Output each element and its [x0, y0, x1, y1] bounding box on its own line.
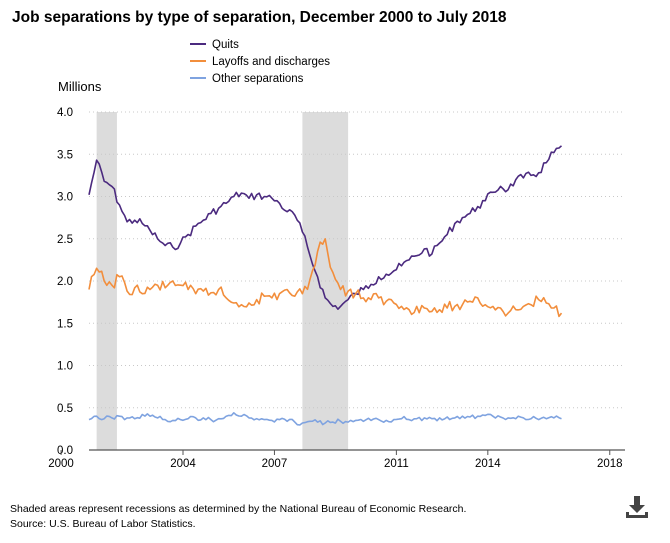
legend[interactable]: Quits Layoffs and discharges Other separat…	[190, 39, 330, 85]
y-tick-label: 2.5	[57, 234, 73, 246]
x-tick-label: 2007	[262, 458, 288, 470]
x-tick-label: 2011	[384, 458, 409, 470]
y-tick-label: 3.5	[57, 149, 73, 161]
series-line-quits	[88, 145, 563, 310]
y-tick-label: 1.0	[57, 361, 73, 373]
x-axis: 2000 2004 2007 2011 2014 2018	[48, 449, 625, 470]
y-tick-label: 0.0	[57, 445, 73, 457]
legend-item-other-separations[interactable]: Other separations	[212, 73, 304, 85]
x-tick-label: 2004	[170, 458, 196, 470]
series-lines	[88, 145, 563, 426]
gridlines	[89, 111, 625, 409]
download-icon[interactable]	[624, 494, 650, 520]
y-tick-label: 2.0	[57, 276, 73, 288]
x-tick-label: 2018	[597, 458, 623, 470]
series-line-other-separations	[88, 412, 562, 426]
y-tick-label: 3.0	[57, 192, 73, 204]
y-tick-label: 1.5	[57, 318, 73, 330]
download-icon-glyph	[626, 496, 648, 518]
y-tick-label: 4.0	[57, 107, 73, 119]
y-axis-ticks: 0.0 0.5 1.0 1.5 2.0 2.5 3.0 3.5 4.0	[57, 107, 73, 457]
y-tick-label: 0.5	[57, 403, 73, 415]
footnote-source: Source: U.S. Bureau of Labor Statistics.	[10, 518, 196, 530]
series-line-layoffs-and-discharges	[88, 238, 563, 318]
footnote: Shaded areas represent recessions as det…	[10, 502, 466, 532]
chart-title: Job separations by type of separation, D…	[12, 9, 507, 26]
x-tick-label: 2000	[48, 458, 74, 470]
legend-item-layoffs-and-discharges[interactable]: Layoffs and discharges	[212, 56, 330, 68]
y-axis-label: Millions	[58, 79, 102, 94]
legend-item-quits[interactable]: Quits	[212, 39, 239, 51]
footnote-recessions: Shaded areas represent recessions as det…	[10, 503, 467, 515]
x-tick-label: 2014	[475, 458, 501, 470]
